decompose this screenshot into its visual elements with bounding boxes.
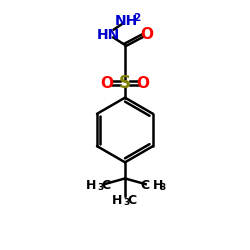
Text: C: C (101, 180, 110, 192)
Text: 2: 2 (133, 13, 140, 23)
Text: 3: 3 (98, 184, 104, 192)
Text: O: O (100, 76, 114, 91)
Text: C: C (140, 180, 149, 192)
Text: C: C (127, 194, 136, 207)
Text: 3: 3 (124, 198, 130, 207)
Text: NH: NH (114, 14, 138, 28)
Text: O: O (140, 27, 153, 42)
Text: 3: 3 (159, 184, 166, 192)
Text: S: S (119, 74, 131, 92)
Text: HN: HN (97, 28, 120, 42)
Text: H: H (153, 180, 164, 192)
Text: O: O (136, 76, 149, 91)
Text: H: H (112, 194, 122, 207)
Text: H: H (86, 180, 96, 192)
